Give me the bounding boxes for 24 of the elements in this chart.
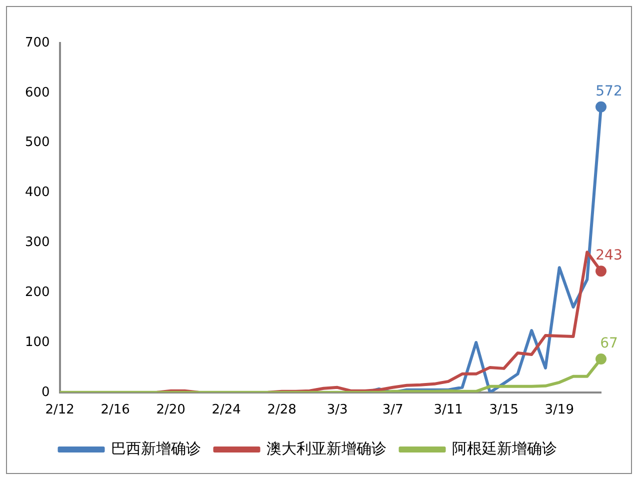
x-tick-label: 3/19	[544, 402, 574, 418]
x-tick-label: 3/7	[382, 402, 404, 418]
y-tick-label: 200	[24, 284, 50, 300]
x-tick-label: 2/28	[267, 402, 296, 418]
y-tick-label: 600	[24, 85, 50, 100]
y-tick-label: 300	[24, 235, 50, 250]
data-label: 243	[596, 248, 622, 264]
x-tick-label: 2/24	[212, 402, 241, 418]
x-tick-label: 2/20	[156, 402, 186, 418]
legend-label: 澳大利亚新增确诊	[266, 439, 386, 458]
y-tick-label: 500	[24, 135, 50, 150]
data-label: 572	[596, 84, 622, 100]
y-tick-label: 400	[24, 185, 50, 200]
y-tick-label: 700	[24, 35, 50, 50]
legend-label: 巴西新增确诊	[110, 439, 201, 458]
data-label: 67	[600, 336, 618, 352]
legend-label: 阿根廷新增确诊	[452, 439, 557, 458]
y-tick-label: 0	[42, 384, 50, 400]
y-tick-label: 100	[24, 334, 50, 350]
x-tick-label: 2/12	[45, 402, 74, 418]
x-tick-label: 2/16	[100, 402, 130, 418]
x-tick-label: 3/3	[326, 402, 348, 418]
x-tick-label: 3/15	[489, 402, 518, 418]
x-tick-label: 3/11	[434, 402, 463, 418]
